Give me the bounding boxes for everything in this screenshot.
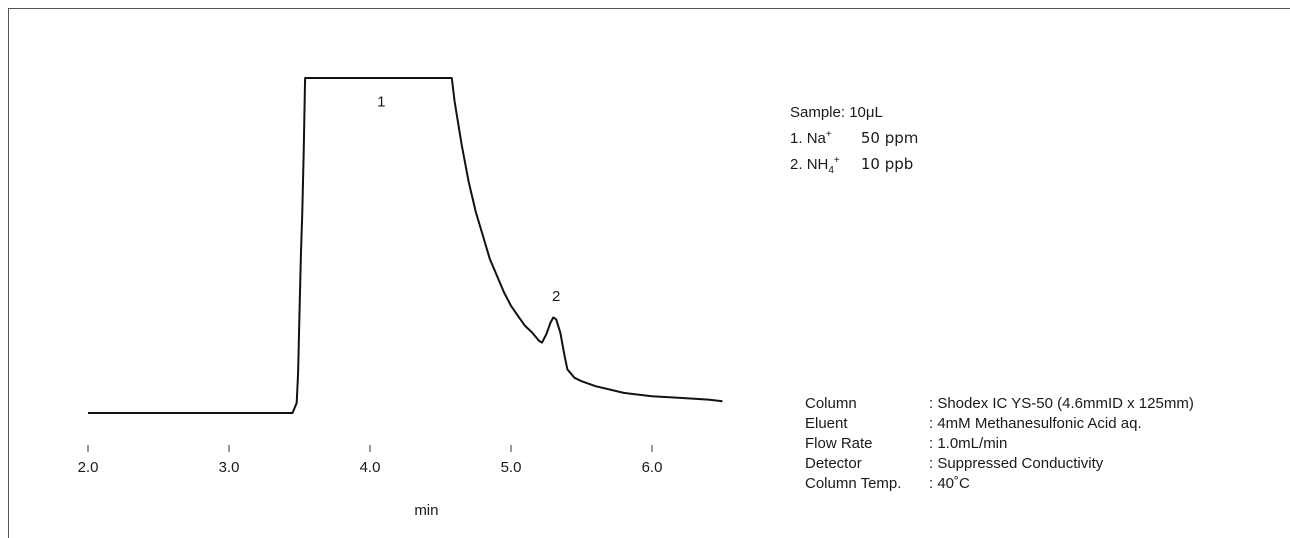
sample-item-charge: + xyxy=(833,155,840,166)
x-axis-label: min xyxy=(414,502,438,519)
sample-item-name: Na xyxy=(806,130,826,147)
peak-label: 2 xyxy=(552,288,560,305)
condition-value: : Suppressed Conductivity xyxy=(929,455,1104,472)
condition-row-column-temp: Column Temp. : 40˚C xyxy=(805,474,1194,494)
condition-key: Detector xyxy=(805,455,862,472)
sample-item-1: 1. Na+ 50 ppm xyxy=(790,124,918,150)
condition-row-detector: Detector : Suppressed Conductivity xyxy=(805,454,1194,474)
condition-value: : 40˚C xyxy=(929,475,970,492)
condition-key: Eluent xyxy=(805,415,848,432)
x-tick-label: 6.0 xyxy=(642,459,663,476)
x-tick-label: 4.0 xyxy=(360,459,381,476)
condition-key: Flow Rate xyxy=(805,435,873,452)
condition-value: : 1.0mL/min xyxy=(929,435,1008,452)
sample-item-2: 2. NH4+ 10 ppb xyxy=(790,150,918,182)
sample-item-subscript: 4 xyxy=(828,165,834,176)
condition-value: : 4mM Methanesulfonic Acid aq. xyxy=(929,415,1142,432)
x-tick-label: 2.0 xyxy=(78,459,99,476)
sample-item-number: 2. xyxy=(790,156,803,173)
sample-item-amount: 50 ppm xyxy=(860,129,919,147)
condition-value: : Shodex IC YS-50 (4.6mmID x 125mm) xyxy=(929,395,1194,412)
x-tick-label: 3.0 xyxy=(219,459,240,476)
condition-row-eluent: Eluent : 4mM Methanesulfonic Acid aq. xyxy=(805,414,1194,434)
chromatogram-trace xyxy=(88,77,723,414)
condition-key: Column xyxy=(805,395,857,412)
sample-item-amount: 10 ppb xyxy=(860,155,914,173)
figure-frame xyxy=(8,8,1290,538)
condition-row-column: Column : Shodex IC YS-50 (4.6mmID x 125mm… xyxy=(805,394,1194,414)
sample-item-name: NH xyxy=(806,156,829,173)
sample-info: Sample: 10μL 1. Na+ 50 ppm 2. NH4+ 10 pp… xyxy=(790,102,918,182)
condition-key: Column Temp. xyxy=(805,475,902,492)
sample-title: Sample: 10μL xyxy=(790,104,883,121)
sample-item-number: 1. xyxy=(790,130,803,147)
chromatogram-chart: 2.0 3.0 4.0 5.0 6.0 min 1 2 xyxy=(78,77,723,519)
condition-row-flow-rate: Flow Rate : 1.0mL/min xyxy=(805,434,1194,454)
sample-item-charge: + xyxy=(825,129,832,140)
peak-label: 1 xyxy=(377,93,385,110)
conditions-table: Column : Shodex IC YS-50 (4.6mmID x 125mm… xyxy=(805,394,1194,494)
x-tick-label: 5.0 xyxy=(501,459,522,476)
